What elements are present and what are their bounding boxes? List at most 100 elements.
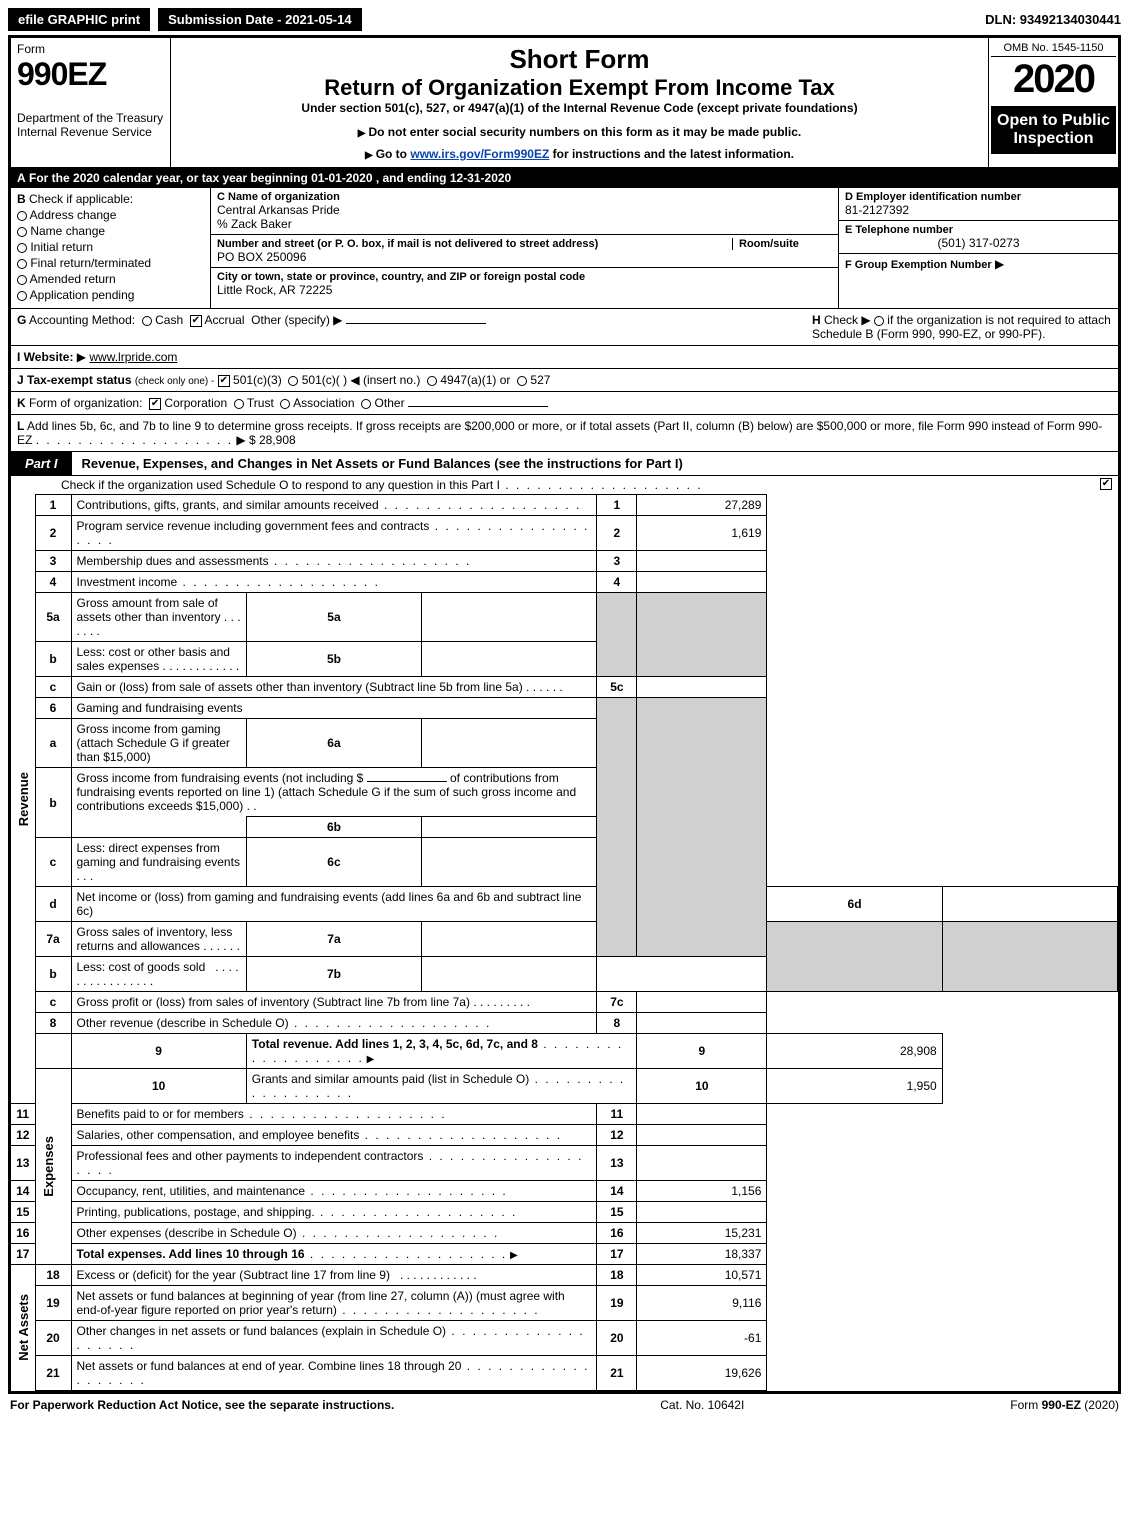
l3-amt — [637, 551, 767, 572]
i-website[interactable]: www.lrpride.com — [89, 350, 177, 364]
footer-mid: Cat. No. 10642I — [660, 1398, 744, 1412]
l2-ref: 2 — [597, 516, 637, 551]
chk-accrual[interactable] — [190, 315, 202, 327]
chk-address[interactable] — [17, 211, 27, 221]
line-18: Net Assets 18Excess or (deficit) for the… — [11, 1265, 1118, 1286]
chk-assoc[interactable] — [280, 399, 290, 409]
section-h: H Check ▶ if the organization is not req… — [812, 313, 1112, 341]
line-5b: bLess: cost or other basis and sales exp… — [11, 642, 1118, 677]
l6-desc: Gaming and fundraising events — [71, 698, 597, 719]
j-opt3: 4947(a)(1) or — [440, 373, 510, 387]
l2-desc: Program service revenue including govern… — [77, 519, 430, 533]
k-assoc: Association — [293, 396, 354, 410]
chk-pending[interactable] — [17, 291, 27, 301]
k-other-blank[interactable] — [408, 406, 548, 407]
chk-cash[interactable] — [142, 316, 152, 326]
section-b: B Check if applicable: Address change Na… — [11, 188, 211, 308]
line-7a-r: 7aGross sales of inventory, less returns… — [11, 922, 1118, 957]
l1-ref: 1 — [597, 495, 637, 516]
line-6a: aGross income from gaming (attach Schedu… — [11, 719, 1118, 768]
j-opt1: 501(c)(3) — [233, 373, 282, 387]
chk-other[interactable] — [361, 399, 371, 409]
chk-501c[interactable] — [288, 376, 298, 386]
l5a-desc: Gross amount from sale of assets other t… — [77, 596, 221, 624]
j-opt4: 527 — [530, 373, 550, 387]
l18-ref: 18 — [597, 1265, 637, 1286]
l8-ref: 8 — [597, 1013, 637, 1034]
lines-table: Revenue 1 Contributions, gifts, grants, … — [11, 494, 1118, 1391]
chk-trust[interactable] — [234, 399, 244, 409]
chk-corp[interactable] — [149, 398, 161, 410]
opt-initial: Initial return — [30, 240, 93, 254]
h-text: Check ▶ — [824, 313, 874, 327]
form-container: Form 990EZ Department of the Treasury In… — [8, 35, 1121, 1394]
chk-501c3[interactable] — [218, 375, 230, 387]
l6b-sub: 6b — [246, 817, 421, 838]
l11-desc: Benefits paid to or for members — [77, 1107, 244, 1121]
line-6b-2: 6b — [11, 817, 1118, 838]
netassets-label: Net Assets — [16, 1294, 31, 1361]
l6b-blank[interactable] — [367, 781, 447, 782]
l3-desc: Membership dues and assessments — [77, 554, 269, 568]
street-val: PO BOX 250096 — [217, 250, 598, 264]
l7c-amt — [637, 992, 767, 1013]
part-i-title: Revenue, Expenses, and Changes in Net As… — [72, 456, 683, 471]
l10-amt: 1,950 — [767, 1069, 942, 1104]
l4-desc: Investment income — [77, 575, 178, 589]
chk-schedule-o[interactable] — [1100, 478, 1112, 490]
l7c-desc: Gross profit or (loss) from sales of inv… — [77, 995, 470, 1009]
line-6c: cLess: direct expenses from gaming and f… — [11, 838, 1118, 887]
chk-amended[interactable] — [17, 275, 27, 285]
g-other: Other (specify) — [251, 313, 330, 327]
l6b-desc1: Gross income from fundraising events (no… — [77, 771, 364, 785]
e-phone-val: (501) 317-0273 — [845, 236, 1112, 250]
chk-name[interactable] — [17, 227, 27, 237]
part-i-sub-text: Check if the organization used Schedule … — [61, 478, 500, 492]
org-name: Central Arkansas Pride — [217, 203, 832, 217]
l14-ref: 14 — [597, 1181, 637, 1202]
line-11: 11Benefits paid to or for members11 — [11, 1104, 1118, 1125]
l2-amt: 1,619 — [637, 516, 767, 551]
chk-final[interactable] — [17, 259, 27, 269]
line-15: 15Printing, publications, postage, and s… — [11, 1202, 1118, 1223]
l10-desc: Grants and similar amounts paid (list in… — [252, 1072, 529, 1086]
opt-amended: Amended return — [30, 272, 116, 286]
f-arrow: ▶ — [995, 257, 1004, 271]
g-other-blank[interactable] — [346, 323, 486, 324]
l7b-desc: Less: cost of goods sold — [77, 960, 206, 974]
l6a-desc: Gross income from gaming (attach Schedul… — [71, 719, 246, 768]
line-21: 21Net assets or fund balances at end of … — [11, 1356, 1118, 1391]
chk-527[interactable] — [517, 376, 527, 386]
l12-amt — [637, 1125, 767, 1146]
right-info: D Employer identification number 81-2127… — [838, 188, 1118, 308]
line-7c: cGross profit or (loss) from sales of in… — [11, 992, 1118, 1013]
g-lbl: Accounting Method: — [29, 313, 135, 327]
line-3: 3Membership dues and assessments 3 — [11, 551, 1118, 572]
l15-amt — [637, 1202, 767, 1223]
l7b-sub: 7b — [246, 957, 421, 992]
chk-h[interactable] — [874, 316, 884, 326]
section-i: I Website: ▶ www.lrpride.com — [11, 345, 1118, 368]
c-name-lbl: C Name of organization — [217, 191, 832, 203]
line-6d: dNet income or (loss) from gaming and fu… — [11, 887, 1118, 922]
chk-initial[interactable] — [17, 243, 27, 253]
form-number: 990EZ — [17, 56, 164, 93]
line-17: 17Total expenses. Add lines 10 through 1… — [11, 1244, 1118, 1265]
i-lbl: Website: — [24, 350, 74, 364]
section-g: G Accounting Method: Cash Accrual Other … — [17, 313, 486, 327]
l20-desc: Other changes in net assets or fund bala… — [77, 1324, 447, 1338]
efile-button[interactable]: efile GRAPHIC print — [8, 8, 150, 31]
opt-address: Address change — [30, 208, 117, 222]
j-note: (check only one) - — [135, 376, 214, 387]
l5c-ref: 5c — [597, 677, 637, 698]
tax-year-text: For the 2020 calendar year, or tax year … — [29, 171, 511, 185]
j-insert: (insert no.) — [363, 373, 420, 387]
goto-link[interactable]: www.irs.gov/Form990EZ — [410, 147, 549, 161]
line-6b-1: b Gross income from fundraising events (… — [11, 768, 1118, 817]
l17-amt: 18,337 — [637, 1244, 767, 1265]
d-ein-lbl: D Employer identification number — [845, 191, 1112, 203]
line-20: 20Other changes in net assets or fund ba… — [11, 1321, 1118, 1356]
l9-desc: Total revenue. Add lines 1, 2, 3, 4, 5c,… — [252, 1037, 538, 1051]
chk-4947[interactable] — [427, 376, 437, 386]
l1-amt: 27,289 — [637, 495, 767, 516]
